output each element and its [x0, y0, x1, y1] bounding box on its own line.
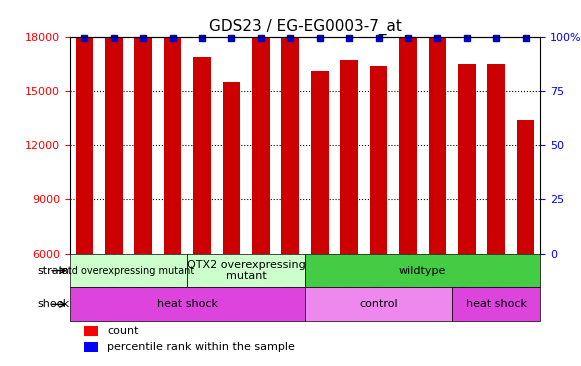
Bar	[370, 66, 388, 254]
Text: OTX2 overexpressing
mutant: OTX2 overexpressing mutant	[187, 260, 306, 281]
Text: heat shock: heat shock	[466, 299, 527, 309]
Text: strain: strain	[38, 266, 70, 276]
Bar	[84, 341, 98, 352]
Bar	[399, 11, 417, 254]
Bar	[164, 0, 181, 254]
FancyBboxPatch shape	[187, 254, 305, 287]
Text: wildtype: wildtype	[399, 266, 446, 276]
Text: otd overexpressing mutant: otd overexpressing mutant	[62, 266, 195, 276]
FancyBboxPatch shape	[305, 287, 452, 321]
Bar	[84, 326, 98, 336]
Bar	[311, 71, 329, 254]
FancyBboxPatch shape	[452, 287, 540, 321]
Bar	[429, 0, 446, 254]
Title: GDS23 / EG-EG0003-7_at: GDS23 / EG-EG0003-7_at	[209, 19, 401, 35]
Bar	[76, 4, 93, 254]
Text: control: control	[359, 299, 398, 309]
Bar	[487, 64, 505, 254]
Bar	[193, 56, 211, 254]
Text: heat shock: heat shock	[157, 299, 218, 309]
Bar	[517, 120, 535, 254]
Bar	[458, 64, 476, 254]
Bar	[105, 0, 123, 254]
FancyBboxPatch shape	[70, 287, 305, 321]
Bar	[282, 0, 299, 254]
FancyBboxPatch shape	[70, 254, 187, 287]
Text: count: count	[107, 326, 139, 336]
Text: shock: shock	[37, 299, 70, 309]
Bar	[223, 82, 241, 254]
Bar	[252, 0, 270, 254]
Bar	[134, 0, 152, 254]
Text: percentile rank within the sample: percentile rank within the sample	[107, 341, 295, 352]
FancyBboxPatch shape	[305, 254, 540, 287]
Bar	[340, 60, 358, 254]
